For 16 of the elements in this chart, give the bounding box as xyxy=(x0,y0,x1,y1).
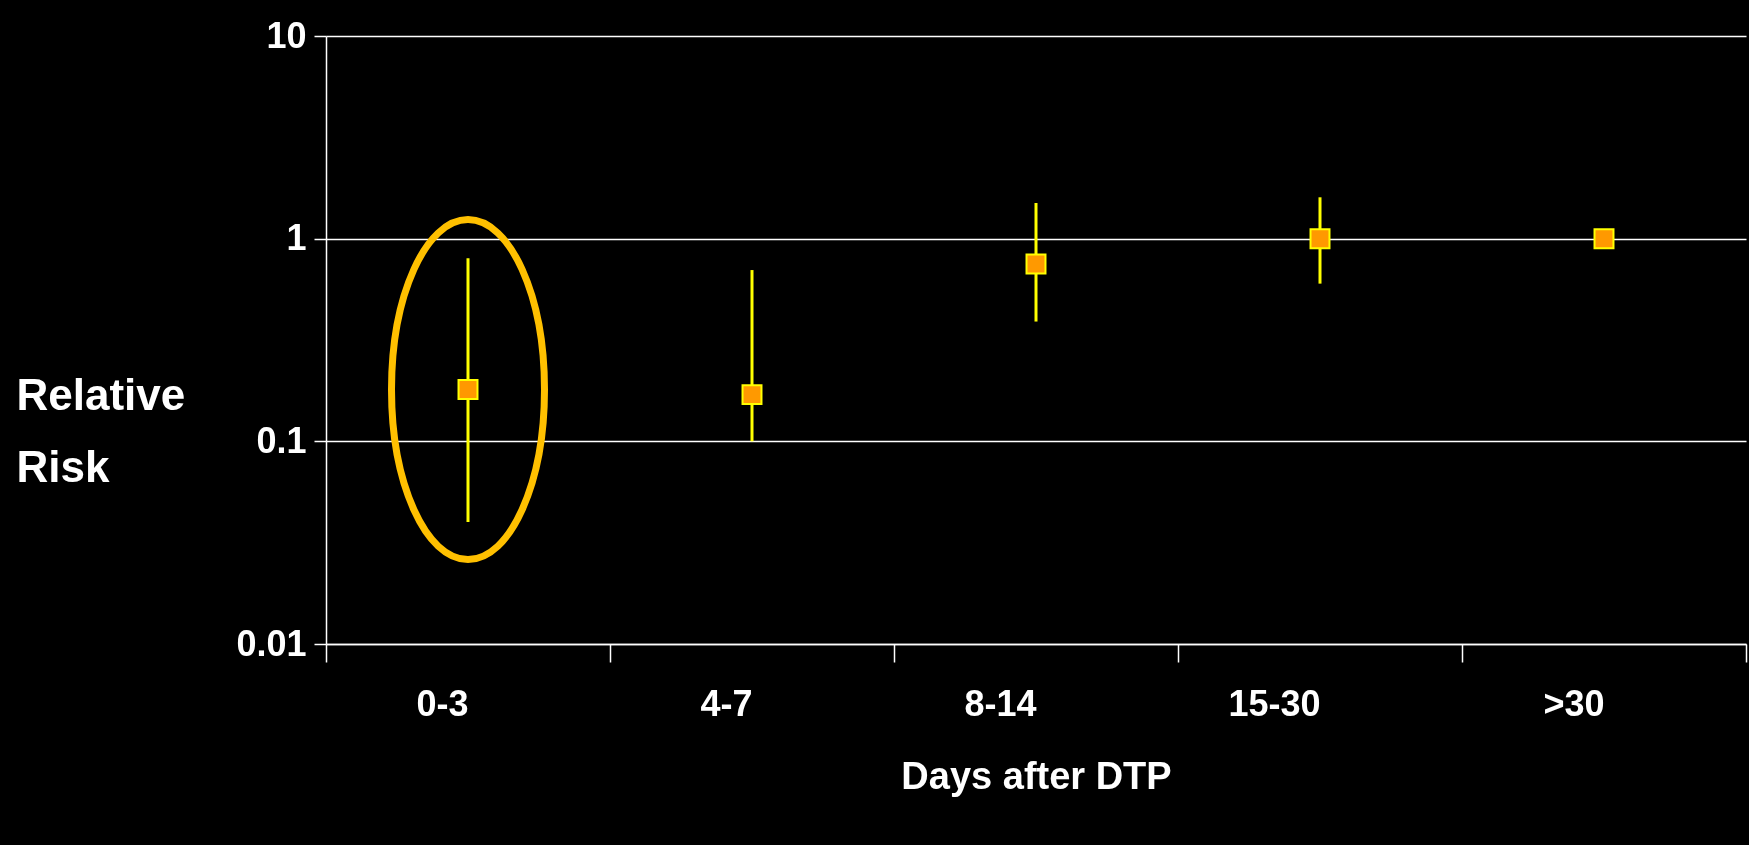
point xyxy=(1593,228,1615,250)
point xyxy=(457,379,479,401)
y-tick-label: 1 xyxy=(286,217,307,259)
x-tick-label: >30 xyxy=(1543,682,1605,724)
x-tick-label: 8-14 xyxy=(964,682,1037,724)
point xyxy=(1309,228,1331,250)
x-tick-label: 15-30 xyxy=(1228,682,1321,724)
y-tick-label: 0.1 xyxy=(256,419,307,461)
point xyxy=(1025,253,1047,275)
y-tick-label: 0.01 xyxy=(236,622,307,664)
y-axis-title: Relative Risk xyxy=(16,369,186,491)
y-tick-label: 10 xyxy=(266,14,307,56)
x-tick-label: 4-7 xyxy=(700,682,753,724)
point xyxy=(741,384,763,406)
x-axis-title: Days after DTP xyxy=(901,754,1172,797)
x-tick-label: 0-3 xyxy=(416,682,469,724)
